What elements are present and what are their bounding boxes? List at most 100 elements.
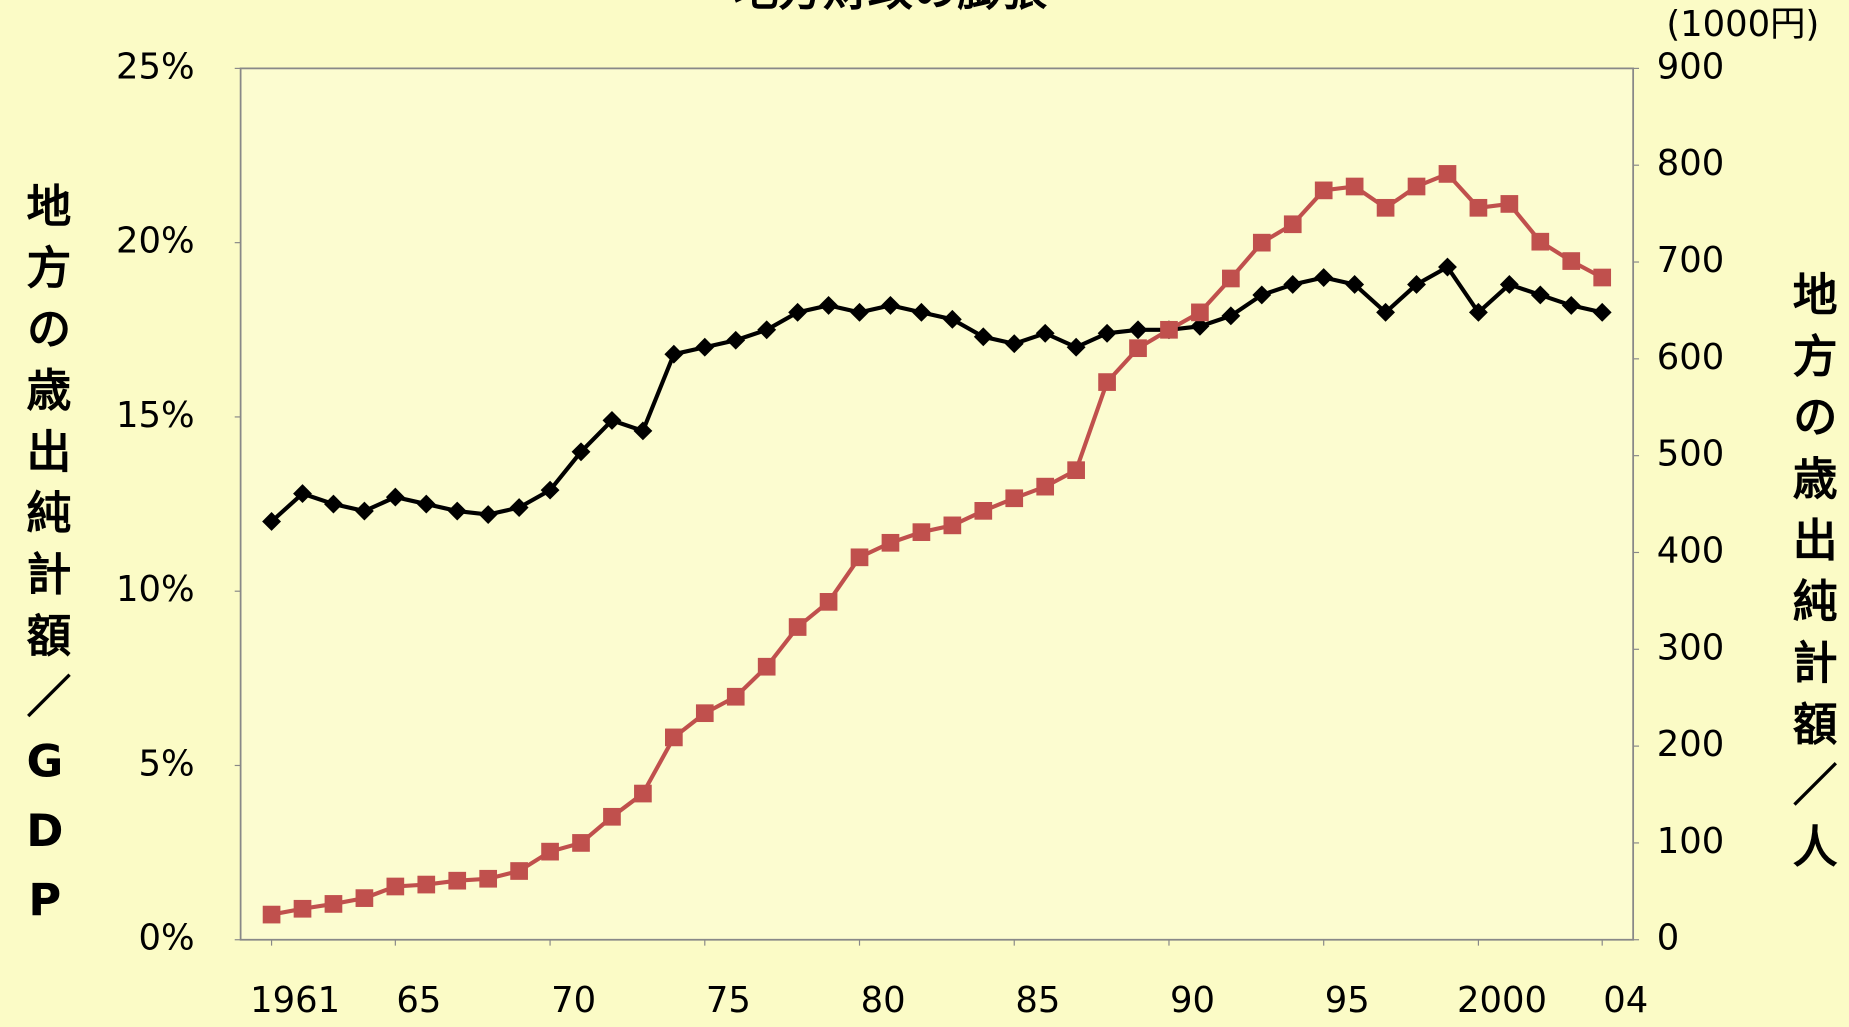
y-tick-label: 0% <box>139 918 195 959</box>
y2-tick-label: 300 <box>1657 627 1725 668</box>
marker <box>1314 181 1333 200</box>
marker <box>509 498 529 517</box>
marker <box>1561 295 1581 315</box>
y2-tick-label: 0 <box>1657 918 1680 959</box>
y-tick-label: 15% <box>116 395 195 436</box>
marker <box>293 899 312 918</box>
marker <box>1005 489 1024 508</box>
marker <box>293 484 312 504</box>
x-tick-label: 75 <box>706 980 751 1021</box>
marker <box>448 871 467 890</box>
marker <box>850 548 869 567</box>
marker <box>385 487 405 507</box>
marker <box>571 442 591 462</box>
marker <box>695 704 714 723</box>
marker <box>633 421 653 441</box>
marker <box>416 494 436 514</box>
y-tick-label: 10% <box>116 569 195 610</box>
marker <box>819 295 839 315</box>
y-tick-label: 5% <box>139 743 195 784</box>
y2-tick-label: 900 <box>1657 46 1725 87</box>
marker <box>757 657 776 676</box>
marker <box>973 327 993 347</box>
marker <box>1221 306 1241 326</box>
marker <box>1499 275 1519 294</box>
y2-unit: (1000円) <box>1666 4 1819 45</box>
marker <box>1097 323 1117 343</box>
marker <box>1376 198 1395 217</box>
marker <box>1252 285 1272 305</box>
x-tick-label: 04 <box>1603 980 1648 1021</box>
marker <box>1376 302 1396 322</box>
marker <box>1530 285 1550 305</box>
marker <box>478 505 498 524</box>
marker <box>757 320 777 340</box>
y-tick-label: 20% <box>116 221 195 262</box>
marker <box>1468 302 1488 322</box>
y2-tick-label: 800 <box>1657 143 1725 184</box>
x-tick-label: 1961 <box>250 980 340 1021</box>
marker <box>355 889 374 907</box>
marker <box>324 895 343 913</box>
marker <box>1191 303 1209 322</box>
marker <box>1407 275 1426 294</box>
y2-axis-label: 地方の歳出純計額／人 <box>1785 271 1838 884</box>
marker <box>1252 233 1271 252</box>
plot-area <box>239 67 1635 941</box>
y-tick-label: 25% <box>116 46 195 87</box>
x-tick-label: 80 <box>861 980 906 1021</box>
marker <box>974 502 993 520</box>
marker <box>1067 461 1085 480</box>
x-tick-label: 90 <box>1170 980 1215 1021</box>
marker <box>1283 275 1303 294</box>
marker <box>726 687 745 706</box>
marker <box>1562 252 1581 270</box>
y2-tick-label: 700 <box>1657 240 1725 281</box>
y2-tick-label: 200 <box>1657 724 1725 765</box>
marker <box>447 501 467 521</box>
marker <box>386 877 405 896</box>
marker <box>788 618 807 636</box>
marker <box>788 302 808 322</box>
marker <box>1283 215 1302 234</box>
marker <box>726 330 746 350</box>
marker <box>665 728 683 747</box>
marker <box>1592 302 1612 322</box>
marker <box>911 302 931 322</box>
marker <box>1035 323 1055 343</box>
marker <box>943 516 962 535</box>
marker <box>262 512 281 531</box>
marker <box>1345 275 1365 294</box>
marker <box>881 295 900 315</box>
x-tick-label: 85 <box>1015 980 1060 1021</box>
marker <box>479 869 498 888</box>
y-axis-label: 地方の歳出純計額／GDP <box>18 183 71 943</box>
marker <box>1066 337 1086 357</box>
marker <box>1593 268 1612 287</box>
marker <box>1129 339 1147 358</box>
marker <box>602 410 622 430</box>
marker <box>634 784 652 803</box>
marker <box>510 862 528 880</box>
marker <box>572 834 590 852</box>
marker <box>603 807 621 826</box>
x-tick-label: 2000 <box>1457 980 1547 1021</box>
y2-tick-label: 100 <box>1657 821 1725 862</box>
marker <box>1345 177 1364 196</box>
marker <box>1190 316 1210 336</box>
marker <box>1036 477 1055 496</box>
marker <box>1438 165 1457 183</box>
x-tick-label: 70 <box>551 980 596 1021</box>
y2-tick-label: 400 <box>1657 530 1725 571</box>
marker <box>1128 320 1148 340</box>
y2-tick-label: 600 <box>1657 337 1725 378</box>
marker <box>1098 373 1116 391</box>
y2-tick-label: 500 <box>1657 434 1725 475</box>
marker <box>541 842 559 861</box>
marker <box>912 523 931 541</box>
marker <box>1407 177 1426 196</box>
marker <box>819 593 838 611</box>
marker <box>417 875 436 894</box>
